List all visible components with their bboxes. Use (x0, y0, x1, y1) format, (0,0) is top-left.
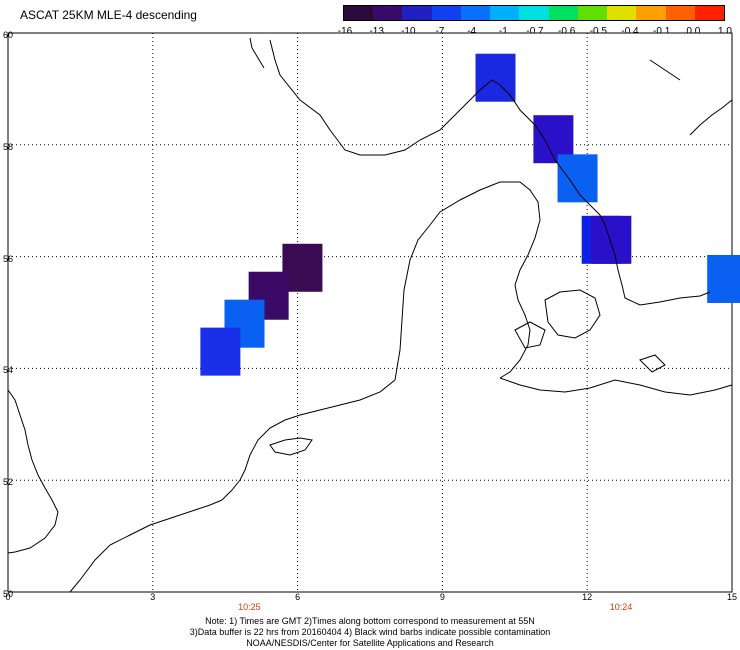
colorbar-label: -0.7 (526, 26, 544, 37)
note-line-2: 3)Data buffer is 22 hrs from 20160404 4)… (189, 627, 551, 637)
coast-germany-baltic (499, 377, 733, 396)
colorbar-label: -7 (435, 26, 445, 37)
colorbar-label: 0.0 (686, 26, 701, 37)
time-label: 10:24 (609, 602, 633, 612)
lon-tick-label: 9 (439, 592, 445, 602)
lon-tick-label: 12 (582, 592, 593, 602)
data-cells (200, 53, 740, 376)
coast-bornholm (639, 354, 666, 373)
lat-tick-label: 54 (3, 365, 14, 376)
wind-cell (591, 215, 632, 264)
colorbar-label: -0.4 (621, 26, 639, 37)
lat-tick-label: 60 (3, 30, 14, 40)
colorbar (343, 5, 725, 21)
wind-cell (200, 327, 241, 376)
coast-zealand (544, 289, 601, 339)
colorbar-swatch (665, 6, 695, 20)
colorbar-swatch (373, 6, 403, 20)
plot-frame (7, 32, 733, 593)
coast-jutland (394, 181, 541, 381)
colorbar-label: -0.6 (558, 26, 576, 37)
colorbar-swatch (344, 6, 374, 20)
grid-lines (7, 32, 733, 593)
lon-tick-label: 0 (5, 592, 11, 602)
colorbar-swatch (694, 6, 725, 20)
coast-funen (514, 321, 546, 349)
colorbar-swatch (548, 6, 578, 20)
colorbar-label: -1 (498, 26, 508, 37)
coast-belgium-france (69, 499, 223, 593)
notes: Note: 1) Times are GMT 2)Times along bot… (0, 616, 740, 649)
colorbar-label: -10 (401, 26, 416, 37)
wind-cell (282, 243, 323, 292)
lon-tick-label: 6 (295, 592, 301, 602)
colorbar-label: -4 (467, 26, 477, 37)
colorbar-swatch (460, 6, 491, 20)
colorbar-swatch (519, 6, 549, 20)
colorbar-labels: -16 -13 -10 -7 -4 -1 -0.7 -0.6 -0.5 -0.4 -0.1 0.0 1.… (337, 26, 736, 38)
coast-vanern (689, 99, 733, 136)
colorbar-swatch (431, 6, 461, 20)
colorbar-swatch (577, 6, 608, 20)
lat-tick-label: 56 (3, 253, 14, 264)
lon-tick-label: 15 (726, 592, 738, 602)
colorbar-label: -0.1 (653, 26, 671, 37)
lat-tick-label: 50 (3, 589, 14, 599)
colorbar-swatch (607, 6, 637, 20)
coast-england (7, 389, 59, 554)
colorbar-swatch (636, 6, 666, 20)
wind-cell (557, 154, 598, 203)
colorbar-swatch (490, 6, 520, 20)
coast-lake (649, 59, 681, 81)
coast-ijsselmeer (269, 437, 313, 456)
note-line-3: NOAA/NESDIS/Center for Satellite Applica… (246, 638, 494, 648)
coast-norway-west (249, 37, 265, 69)
colorbar-label: -16 (337, 26, 353, 37)
colorbar-label: 1.0 (718, 26, 732, 37)
coast-north-sea-south (221, 379, 396, 501)
coast-norway-sweden (269, 39, 601, 216)
time-label: 10:25 (238, 602, 261, 612)
coast-sweden-south (599, 214, 711, 306)
lat-tick-label: 52 (3, 477, 14, 488)
lon-tick-label: 3 (150, 592, 156, 602)
colorbar-label: -13 (369, 26, 384, 37)
map-title: ASCAT 25KM MLE-4 descending (20, 8, 197, 22)
colorbar-label: -0.5 (589, 26, 607, 37)
coastlines (7, 37, 733, 593)
wind-cell (707, 254, 740, 303)
lat-tick-label: 58 (3, 141, 14, 152)
note-line-1: Note: 1) Times are GMT 2)Times along bot… (205, 616, 535, 626)
colorbar-swatch (402, 6, 432, 20)
